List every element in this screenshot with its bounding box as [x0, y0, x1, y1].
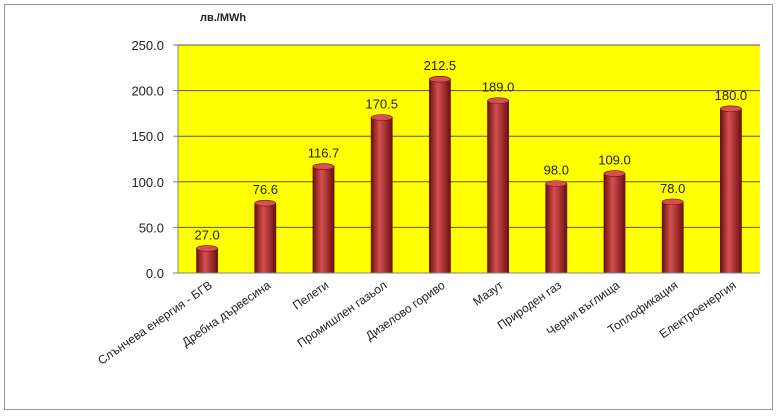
- bar-top: [487, 97, 509, 104]
- bar-top: [545, 180, 568, 187]
- bar-top: [603, 170, 626, 177]
- bar-top: [370, 114, 393, 121]
- data-label: 76.6: [253, 182, 278, 197]
- data-label: 116.7: [308, 146, 340, 161]
- y-tick-label: 0.0: [146, 266, 164, 281]
- data-label: 212.5: [424, 58, 457, 73]
- data-label: 170.5: [365, 97, 398, 112]
- bar: [196, 247, 219, 274]
- data-label: 98.0: [544, 163, 569, 178]
- y-tick-label: 150.0: [131, 129, 164, 144]
- bar: [661, 201, 684, 274]
- bars: [196, 75, 742, 274]
- y-tick-label: 50.0: [139, 220, 164, 235]
- bar-top: [661, 198, 684, 206]
- bar-top: [720, 105, 742, 113]
- gridlines: [178, 44, 760, 228]
- bar: [603, 173, 626, 274]
- y-tick-label: 100.0: [131, 175, 164, 190]
- bar: [254, 202, 277, 274]
- data-labels: 27.0 76.6 116.7 170.5 212.5 189.0 98.0 109.0 78.…: [194, 58, 747, 242]
- bar: [312, 166, 335, 274]
- data-label: 180.0: [715, 88, 748, 103]
- y-tick-label: 250.0: [131, 38, 164, 53]
- bar-top: [312, 163, 335, 170]
- category-label: Мазут: [470, 278, 506, 309]
- y-axis-unit-label: лв./MWh: [200, 12, 246, 24]
- bar-top: [196, 245, 218, 252]
- data-label: 189.0: [482, 80, 515, 95]
- data-label: 109.0: [598, 153, 631, 168]
- bar: [487, 100, 510, 274]
- bar: [545, 183, 568, 274]
- bar: [720, 108, 742, 274]
- bar-top: [254, 199, 277, 207]
- bar: [428, 78, 451, 274]
- y-tick-label: 200.0: [131, 84, 164, 99]
- bar: [370, 117, 393, 274]
- category-label: Слънчева енергия - БГВ: [95, 278, 215, 368]
- category-label: Пелети: [290, 278, 331, 313]
- data-label: 27.0: [194, 227, 219, 242]
- data-label: 78.0: [660, 181, 685, 196]
- bar-top: [429, 75, 451, 83]
- y-axis-ticks: 0.0 50.0 100.0 150.0 200.0 250.0: [131, 38, 178, 281]
